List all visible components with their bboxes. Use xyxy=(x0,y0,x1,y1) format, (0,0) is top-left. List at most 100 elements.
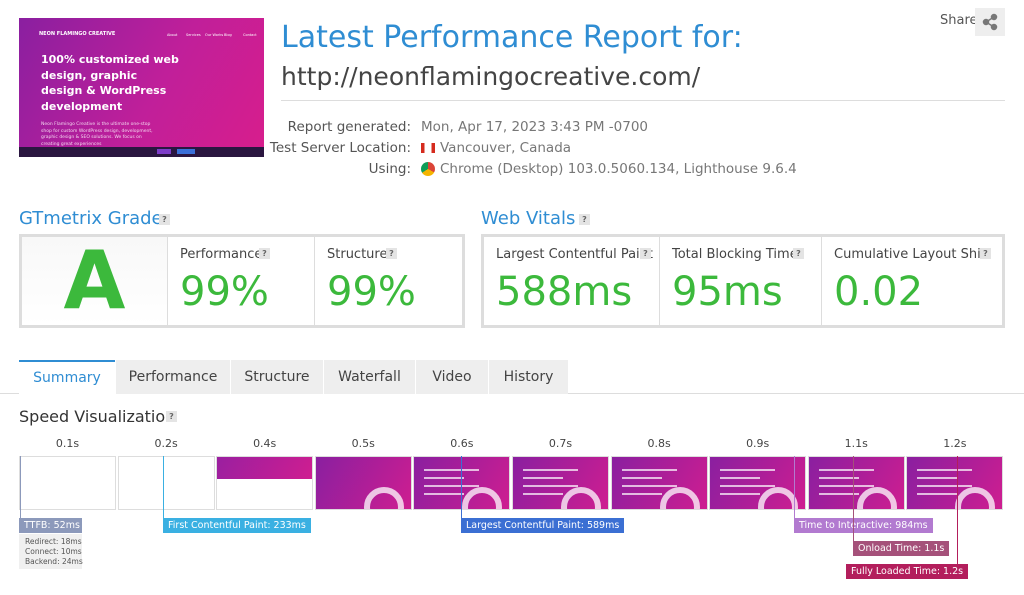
metric-value: 99% xyxy=(327,269,416,315)
metric-label: Largest Contentful Paint xyxy=(496,247,654,262)
report-url: http://neonflamingocreative.com/ xyxy=(281,62,701,91)
frame-text xyxy=(621,493,662,495)
frame-time: 0.9s xyxy=(746,437,770,450)
frame-swirl xyxy=(363,487,404,509)
frame-text xyxy=(917,469,973,471)
tab[interactable]: Summary xyxy=(19,360,115,395)
marker-line xyxy=(163,456,164,518)
metric-value: 95ms xyxy=(672,269,783,315)
meta-label: Test Server Location: xyxy=(269,140,411,156)
help-icon[interactable]: ? xyxy=(980,248,991,259)
meta-value: Mon, Apr 17, 2023 3:43 PM -0700 xyxy=(421,119,649,135)
metric-cell: Cumulative Layout Shift 0.02 xyxy=(822,237,1002,325)
thumb-nav: Services xyxy=(186,33,201,37)
share-button[interactable] xyxy=(975,8,1005,36)
ttfb-detail: Backend: 24ms xyxy=(25,557,83,566)
frame xyxy=(906,456,1004,510)
frame-text xyxy=(523,485,578,487)
metric-cell: Total Blocking Time 95ms xyxy=(660,237,822,325)
help-icon[interactable]: ? xyxy=(386,248,397,259)
frame-text xyxy=(523,469,578,471)
frame xyxy=(19,456,116,510)
metric-value: 588ms xyxy=(496,269,633,315)
frame-text xyxy=(523,493,563,495)
ttfb-detail: Connect: 10ms xyxy=(25,547,82,556)
thumb-nav: Contact xyxy=(243,33,257,37)
frame-time: 0.4s xyxy=(253,437,277,450)
frame-text xyxy=(917,485,973,487)
grade-letter: A xyxy=(22,237,168,325)
metric-label: Structure xyxy=(327,247,388,262)
marker-label: First Contentful Paint: 233ms xyxy=(163,518,311,533)
help-icon[interactable]: ? xyxy=(166,411,177,422)
frame-time: 0.5s xyxy=(351,437,375,450)
vitals-box: Largest Contentful Paint 588ms Total Block… xyxy=(481,234,1005,328)
tab[interactable]: Waterfall xyxy=(323,360,415,394)
share-icon xyxy=(982,13,998,31)
frame-time: 0.8s xyxy=(647,437,671,450)
marker-label: Fully Loaded Time: 1.2s xyxy=(846,564,969,579)
frame-text xyxy=(523,477,563,479)
tab[interactable]: Structure xyxy=(230,360,323,394)
frame xyxy=(610,456,708,510)
report-title: Latest Performance Report for: xyxy=(281,20,743,55)
frame-text xyxy=(917,493,958,495)
frame-text xyxy=(720,493,761,495)
site-thumbnail: NEON FLAMINGO CREATIVE About Services Our W… xyxy=(19,18,264,157)
metric-label: Total Blocking Time xyxy=(672,247,798,262)
metric-label: Performance xyxy=(180,247,263,262)
metric-label: Cumulative Layout Shift xyxy=(834,247,991,262)
flag-icon xyxy=(421,143,435,153)
frame-text xyxy=(720,477,761,479)
thumb-button xyxy=(157,149,171,154)
thumb-brand: NEON FLAMINGO CREATIVE xyxy=(39,31,116,37)
frame-text xyxy=(621,485,677,487)
frame-fill xyxy=(217,457,313,479)
marker-label: Largest Contentful Paint: 589ms xyxy=(461,518,625,533)
metric-cell: Largest Contentful Paint 588ms xyxy=(484,237,660,325)
tab[interactable]: History xyxy=(488,360,568,394)
frame-swirl xyxy=(561,487,601,509)
frame-time: 1.1s xyxy=(844,437,868,450)
metric-value: 99% xyxy=(180,269,269,315)
help-icon[interactable]: ? xyxy=(159,214,170,225)
thumb-footer xyxy=(19,147,264,157)
help-icon[interactable]: ? xyxy=(579,214,590,225)
frame xyxy=(709,456,807,510)
metric-value: 0.02 xyxy=(834,269,924,315)
tab[interactable]: Video xyxy=(415,360,488,394)
frame-text xyxy=(818,477,859,479)
ttfb-detail: Redirect: 18ms xyxy=(25,537,82,546)
marker-label: Onload Time: 1.1s xyxy=(853,541,950,556)
marker-line xyxy=(853,456,854,541)
help-icon[interactable]: ? xyxy=(793,248,804,259)
frame-swirl xyxy=(462,487,503,509)
frame xyxy=(117,456,215,510)
section-title: GTmetrix Grade xyxy=(19,208,163,229)
ttfb-details xyxy=(19,534,82,569)
frame-text xyxy=(917,477,958,479)
frame-time: 1.2s xyxy=(943,437,967,450)
thumb-headline: 100% customized web design, graphic desi… xyxy=(41,53,179,113)
meta-value: Chrome (Desktop) 103.0.5060.134, Lightho… xyxy=(440,161,797,177)
frame-time: 0.7s xyxy=(548,437,573,450)
frame-text xyxy=(621,469,677,471)
frame-text xyxy=(424,477,465,479)
marker-line xyxy=(957,456,958,564)
frame xyxy=(216,456,314,510)
help-icon[interactable]: ? xyxy=(259,248,270,259)
thumb-nav: Blog xyxy=(224,33,232,37)
tab[interactable]: Performance xyxy=(115,360,230,394)
frame-text xyxy=(818,493,859,495)
frame-text xyxy=(424,485,480,487)
marker-line xyxy=(794,456,795,518)
frame-swirl xyxy=(758,487,799,509)
frame-text xyxy=(818,469,874,471)
share-label[interactable]: Share xyxy=(940,13,978,28)
thumb-button xyxy=(177,149,195,154)
frame-text xyxy=(720,485,776,487)
help-icon[interactable]: ? xyxy=(640,248,651,259)
frame-text xyxy=(621,477,662,479)
frame xyxy=(314,456,412,510)
